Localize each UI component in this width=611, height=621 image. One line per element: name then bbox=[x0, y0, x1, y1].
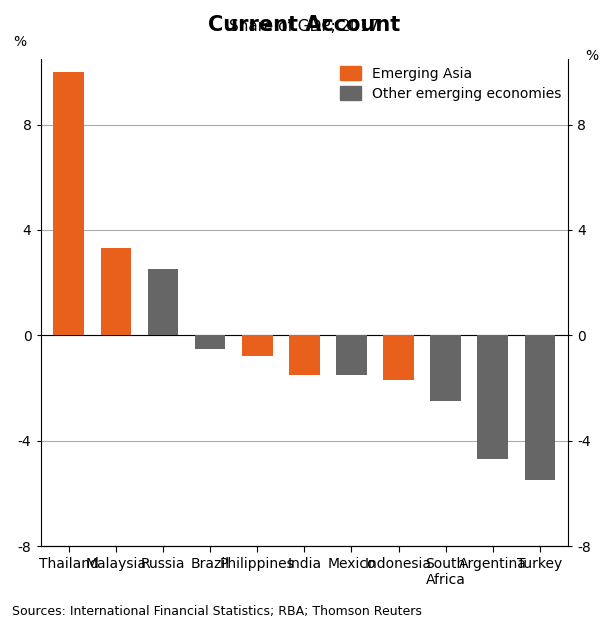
Bar bbox=[383, 335, 414, 380]
Title: Current Account: Current Account bbox=[208, 15, 400, 35]
Text: Share of GDP; 2017: Share of GDP; 2017 bbox=[229, 19, 379, 34]
Bar bbox=[525, 335, 555, 480]
Bar bbox=[53, 72, 84, 335]
Legend: Emerging Asia, Other emerging economies: Emerging Asia, Other emerging economies bbox=[340, 66, 561, 101]
Bar bbox=[477, 335, 508, 459]
Bar bbox=[336, 335, 367, 375]
Bar bbox=[101, 248, 131, 335]
Bar bbox=[289, 335, 320, 375]
Bar bbox=[242, 335, 273, 356]
Bar bbox=[148, 270, 178, 335]
Text: Sources: International Financial Statistics; RBA; Thomson Reuters: Sources: International Financial Statist… bbox=[12, 605, 422, 618]
Y-axis label: %: % bbox=[585, 49, 598, 63]
Bar bbox=[430, 335, 461, 401]
Bar bbox=[195, 335, 225, 348]
Y-axis label: %: % bbox=[13, 35, 26, 49]
